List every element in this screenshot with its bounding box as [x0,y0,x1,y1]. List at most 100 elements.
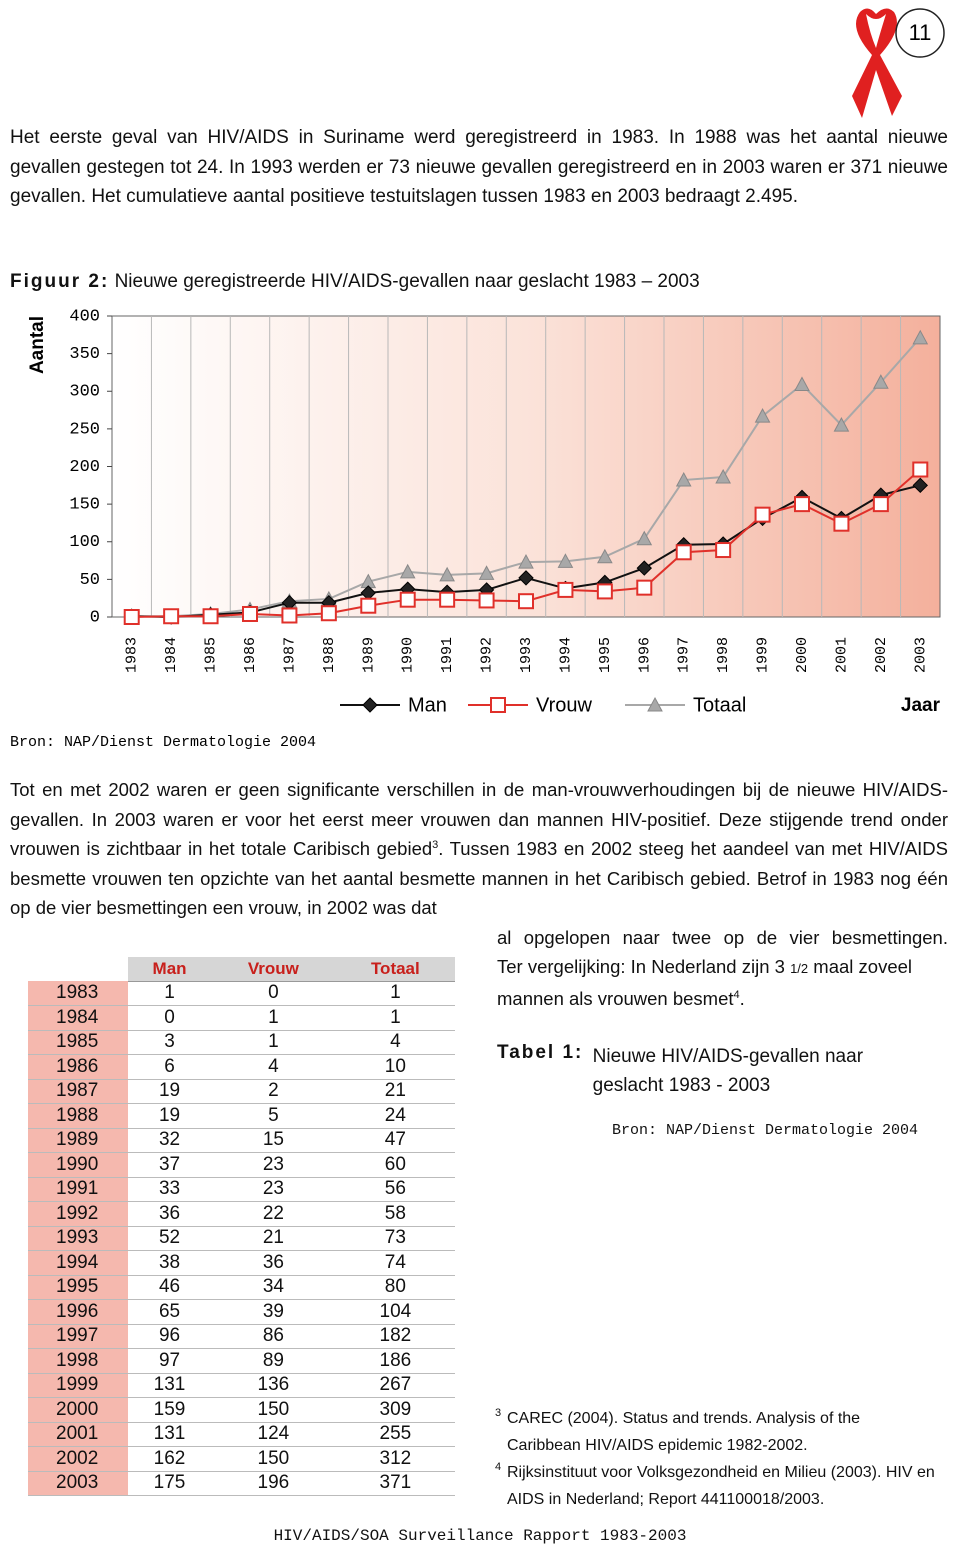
year-cell: 1991 [28,1177,128,1202]
footnote-ref: 4 [733,988,740,1001]
marker [833,417,850,432]
year-cell: 1998 [28,1348,128,1374]
marker [872,496,889,513]
year-cell: 1983 [28,981,128,1006]
legend-item: Totaal [625,694,746,716]
x-tick-label: 2003 [912,637,929,673]
year-cell: 1995 [28,1275,128,1300]
footnote: 4 Rijksinstituut voor Volksgezondheid en … [495,1461,935,1509]
table-row: 1987 19 2 21 [28,1079,455,1104]
year-cell: 1989 [28,1128,128,1153]
table-cell: 267 [335,1373,455,1398]
table-row: 1999 131 136 267 [28,1373,455,1398]
table-cell: 312 [335,1446,455,1472]
x-tick-label: 1983 [124,637,141,673]
text: Tot en met 2002 waren er geen significan… [10,779,948,859]
footnote-text: CAREC (2004). Status and trends. Analysi… [507,1410,861,1454]
legend-label: Man [408,694,447,716]
marker [715,468,731,484]
table-cell: 182 [335,1324,455,1349]
table-cell: 96 [128,1324,212,1349]
x-tick-label: 1985 [203,637,220,673]
table-cell: 56 [335,1177,455,1202]
table-cell: 3 [128,1030,212,1055]
table-cell: 255 [335,1422,455,1447]
y-tick-label: 200 [69,458,100,477]
footnotes: 3 CAREC (2004). Status and trends. Analys… [495,1405,935,1513]
header-cell: Man [128,957,212,982]
table-cell: 86 [211,1324,336,1349]
table-cell: 5 [211,1103,336,1129]
x-tick-label: 1998 [715,637,732,673]
table-cell: 131 [128,1373,212,1398]
table-label: Tabel 1: [497,1042,584,1063]
text: Ter vergelijking: In Nederland zijn 3 [497,956,791,977]
table-cell: 175 [128,1471,212,1496]
figure-caption: Figuur 2: Nieuwe geregistreerde HIV/AIDS… [10,271,700,293]
table-cell: 89 [211,1348,336,1374]
legend-item: Vrouw [468,694,593,716]
text: . [739,987,745,1009]
legend-marker [490,697,506,713]
legend-item: Man [340,694,447,716]
table-cell: 73 [335,1226,455,1251]
table-row: 1989 32 15 47 [28,1128,455,1153]
year-cell: 1996 [28,1299,128,1325]
table-row: 1994 38 36 74 [28,1250,455,1276]
x-tick-label: 1986 [242,637,259,673]
table-cell: 74 [335,1250,455,1276]
table-row: 1990 37 23 60 [28,1152,455,1178]
table-cell: 159 [128,1397,212,1423]
x-tick-label: 1995 [597,637,614,673]
x-tick-label: 1987 [281,637,298,673]
marker [912,329,929,345]
marker [715,542,732,559]
table-cell: 2 [211,1079,336,1104]
table-cell: 124 [211,1422,336,1447]
table-caption: Tabel 1: Nieuwe HIV/AIDS-gevallen naar g… [497,1042,937,1100]
footnote-ref: 3 [432,838,439,851]
marker [281,607,298,624]
table-cell: 46 [128,1275,212,1300]
year-cell: 1987 [28,1079,128,1104]
figure-label: Figuur 2: [10,271,110,292]
year-cell: 2001 [28,1422,128,1447]
table-row: 1995 46 34 80 [28,1275,455,1300]
table-cell: 52 [128,1226,212,1251]
table-cell: 1 [128,981,212,1006]
header-row: Man Vrouw Totaal [28,957,455,982]
x-axis-label: Jaar [901,695,941,716]
year-cell: 1990 [28,1152,128,1178]
marker [439,591,456,608]
table-row: 2000 159 150 309 [28,1397,455,1423]
table-cell: 186 [335,1348,455,1374]
year-cell: 1999 [28,1373,128,1398]
table-row: 1998 97 89 186 [28,1348,455,1374]
table-cell: 33 [128,1177,212,1202]
x-tick-label: 1999 [755,637,772,673]
text: . Tussen 1983 en 2002 steeg het aandeel … [10,838,949,918]
table-row: 1991 33 23 56 [28,1177,455,1202]
footer: HIV/AIDS/SOA Surveillance Rapport 1983-2… [273,1527,687,1545]
ribbon-hole [866,14,886,48]
table-cell: 1 [211,1005,336,1031]
year-cell: 1988 [28,1103,128,1129]
marker [439,566,455,582]
table-cell: 1 [211,1030,336,1055]
table-cell: 371 [335,1471,455,1496]
page-number-circle [895,8,945,58]
marker [557,553,574,568]
marker [754,506,771,523]
x-tick-label: 1993 [518,637,535,673]
table-cell: 196 [211,1471,336,1496]
table-cell: 4 [335,1030,455,1055]
table-cell: 0 [128,1005,212,1031]
marker [478,565,495,580]
header-cell [28,957,128,981]
marker [478,592,495,609]
table-cell: 24 [335,1103,455,1129]
year-cell: 2002 [28,1446,128,1472]
table-cell: 39 [211,1299,336,1325]
table-cell: 104 [335,1299,455,1325]
